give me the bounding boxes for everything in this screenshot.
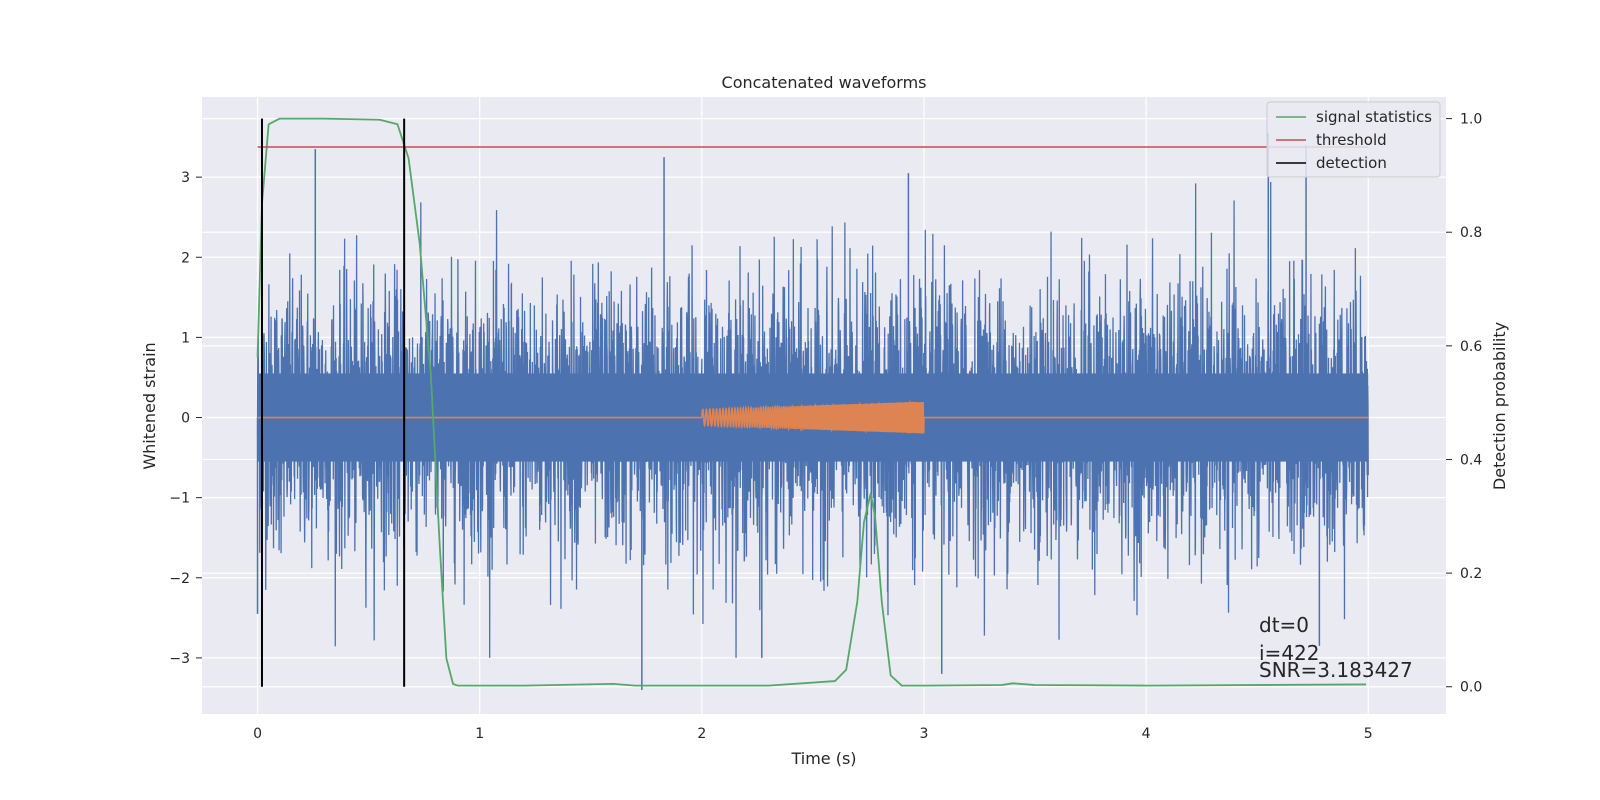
y-tick-label: −2: [169, 571, 190, 587]
y2-tick-label: 0.8: [1460, 225, 1482, 241]
chirp-series: [257, 399, 1369, 435]
legend-box: [1266, 101, 1441, 178]
y2-axis-label: Detection probability: [1490, 322, 1509, 490]
tick-labels: 0 1 2 3 4 5 −3 −2 −1 0 1 2 3 0.0 0.2 0.4 0.6 0.8 1.0: [169, 112, 1482, 742]
chart-title: Concatenated waveforms: [722, 73, 927, 92]
y-tick-label: 1: [181, 330, 190, 346]
y2-tick-label: 0.0: [1460, 680, 1482, 696]
x-axis-label: Time (s): [790, 749, 856, 768]
y-tick-label: 3: [181, 170, 190, 186]
y-tick-label: 0: [181, 411, 190, 427]
chirp-line: [257, 399, 1369, 435]
y-tick-label: −3: [169, 651, 190, 667]
x-tick-label: 1: [475, 726, 484, 742]
y2-tick-label: 0.2: [1460, 566, 1482, 582]
y2-tick-label: 0.6: [1460, 339, 1482, 355]
x-tick-label: 4: [1142, 726, 1151, 742]
legend: signal statistics threshold detection: [1266, 101, 1441, 178]
annotation-snr: SNR=3.183427: [1259, 658, 1413, 682]
x-tick-label: 2: [697, 726, 706, 742]
y-tick-label: 2: [181, 250, 190, 266]
x-tick-label: 5: [1364, 726, 1373, 742]
annotations: dt=0 i=422 SNR=3.183427: [1259, 613, 1413, 682]
signal-statistics-line: [256, 117, 1367, 687]
annotation-dt: dt=0: [1259, 613, 1309, 637]
y2-tick-label: 1.0: [1460, 112, 1482, 128]
y-axis-label: Whitened strain: [140, 342, 159, 469]
legend-label-threshold: threshold: [1316, 131, 1387, 149]
legend-label-signal-statistics: signal statistics: [1316, 108, 1432, 126]
legend-label-detection: detection: [1316, 154, 1387, 172]
x-tick-label: 0: [253, 726, 262, 742]
x-tick-label: 3: [920, 726, 929, 742]
detection-layer: [256, 117, 1369, 687]
y-tick-label: −1: [169, 491, 190, 507]
annotation-index: i=422: [1259, 641, 1320, 665]
y2-tick-label: 0.4: [1460, 452, 1482, 468]
